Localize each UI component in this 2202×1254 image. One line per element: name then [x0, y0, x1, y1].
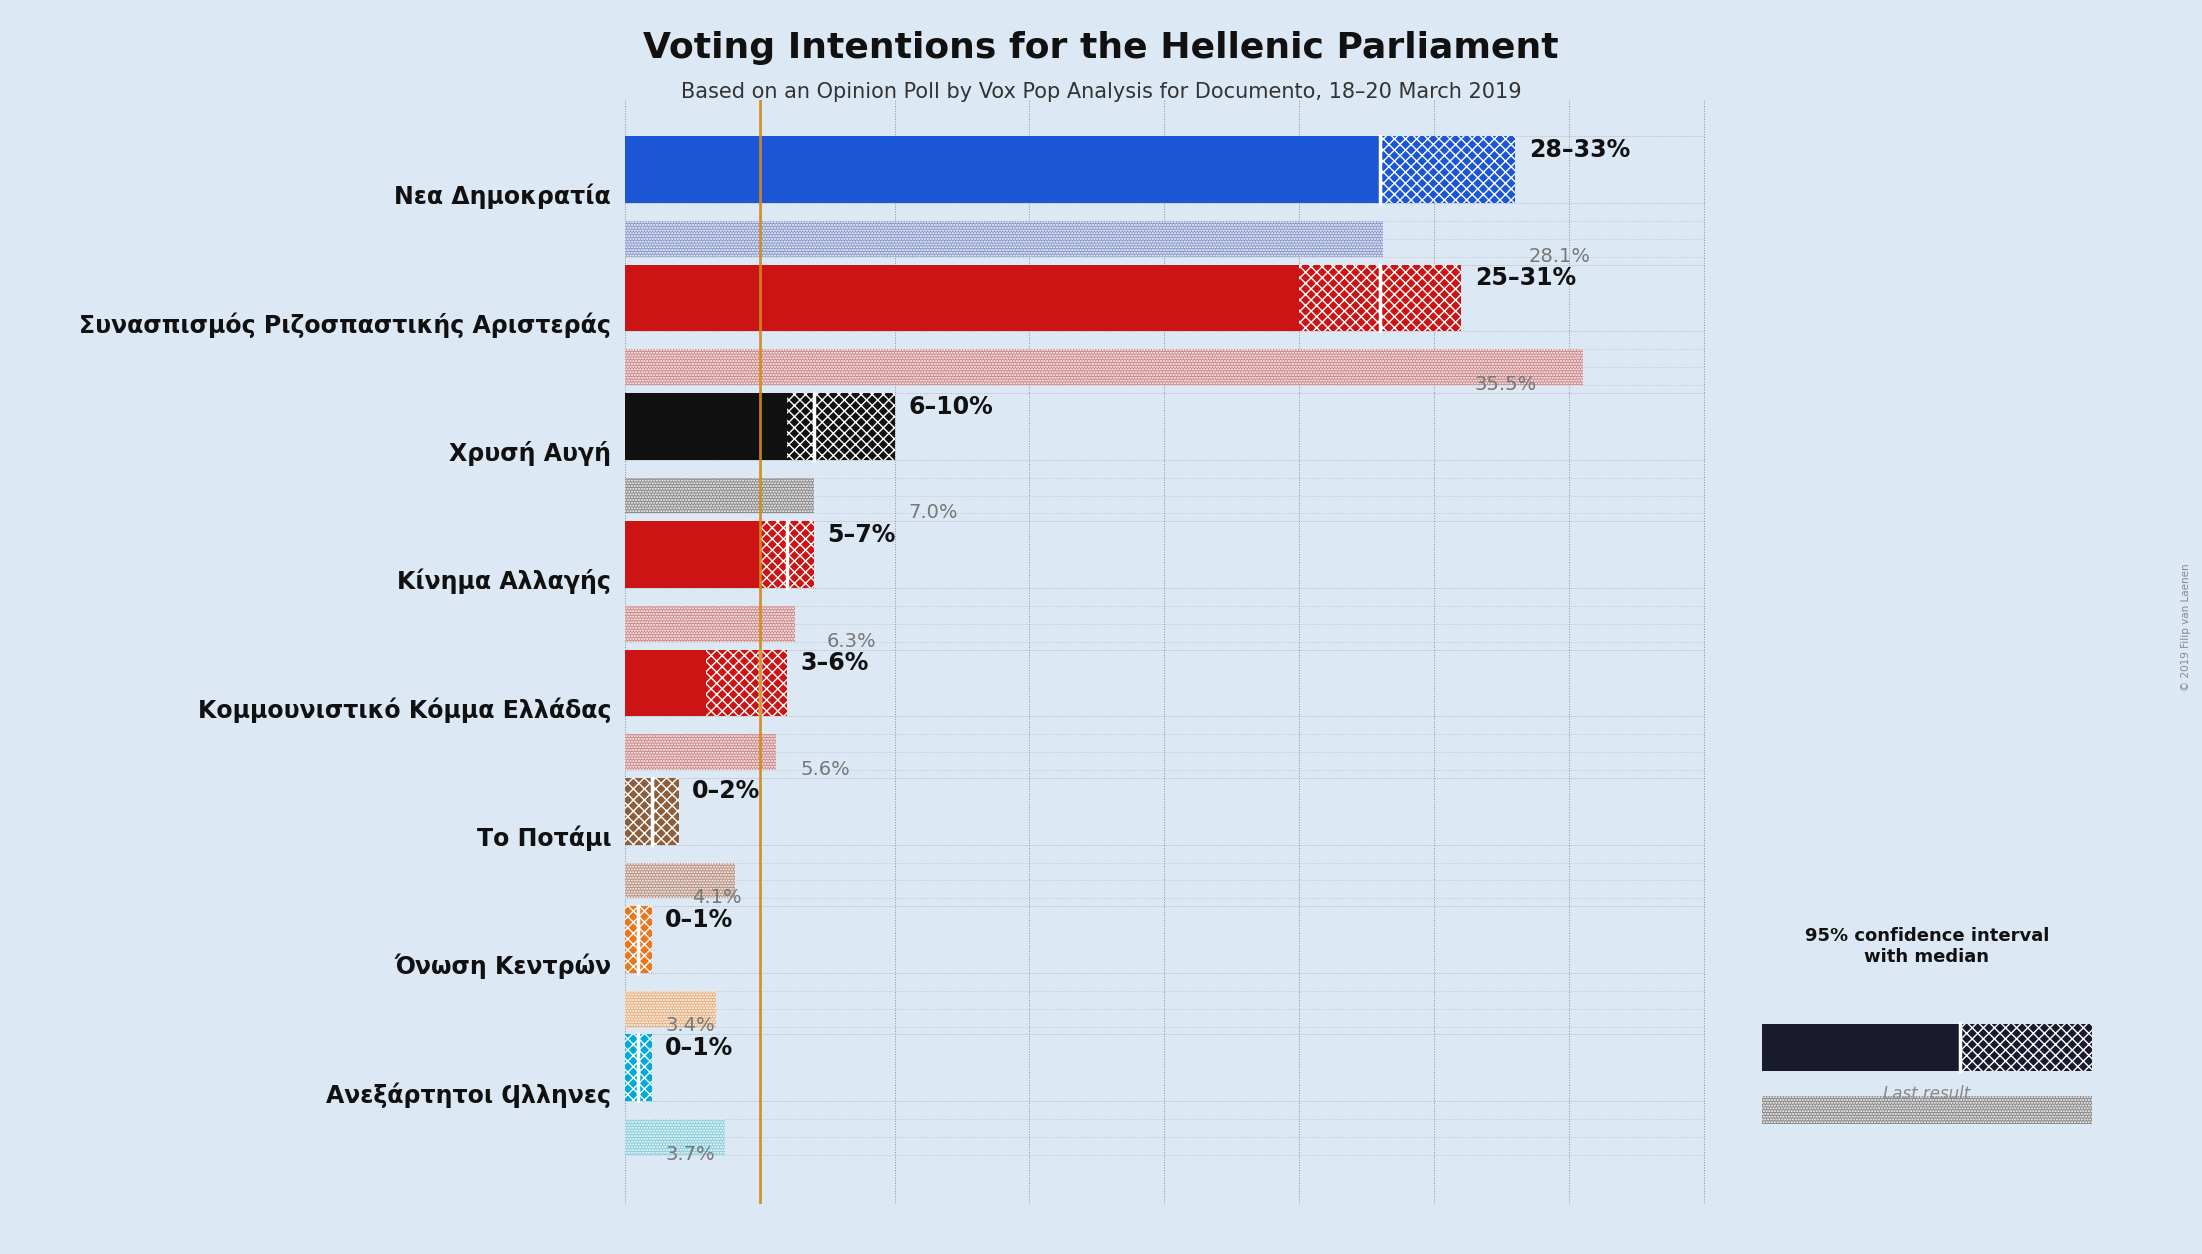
- Bar: [625, 478, 813, 513]
- Text: 28.1%: 28.1%: [1528, 247, 1590, 266]
- Text: 0–1%: 0–1%: [665, 908, 733, 932]
- Bar: [625, 863, 735, 898]
- Bar: [625, 522, 760, 588]
- Bar: [760, 522, 813, 588]
- Text: Το Ποτάμι: Το Ποτάμι: [476, 825, 612, 851]
- Bar: [625, 137, 1381, 203]
- Text: 28–33%: 28–33%: [1528, 138, 1629, 162]
- Bar: [1762, 1023, 1960, 1071]
- Text: 3–6%: 3–6%: [799, 651, 868, 675]
- Bar: [1762, 1096, 2092, 1124]
- Bar: [625, 1119, 724, 1155]
- Text: Last result: Last result: [1883, 1085, 1971, 1102]
- Text: Όνωση Κεντρών: Όνωση Κεντρών: [394, 954, 612, 979]
- Bar: [1960, 1023, 2092, 1071]
- Bar: [625, 1119, 724, 1155]
- Bar: [625, 393, 786, 460]
- Text: 5.6%: 5.6%: [799, 760, 850, 779]
- Text: 3.7%: 3.7%: [665, 1145, 716, 1164]
- Bar: [786, 393, 894, 460]
- Text: 25–31%: 25–31%: [1475, 266, 1577, 290]
- Bar: [625, 221, 1383, 257]
- Bar: [625, 734, 775, 770]
- Bar: [625, 734, 775, 770]
- Bar: [625, 991, 716, 1027]
- Text: Κομμουνιστικό Κόμμα Ελλάδας: Κομμουνιστικό Κόμμα Ελλάδας: [198, 697, 612, 722]
- Text: Συνασπισμός Ριζοσπαστικής Αριστεράς: Συνασπισμός Ριζοσπαστικής Αριστεράς: [79, 312, 612, 337]
- Text: 0–1%: 0–1%: [665, 1036, 733, 1060]
- Text: Χρυσή Αυγή: Χρυσή Αυγή: [449, 440, 612, 465]
- Bar: [625, 221, 1383, 257]
- Bar: [625, 606, 795, 642]
- Bar: [625, 265, 1299, 331]
- Text: 95% confidence interval
with median: 95% confidence interval with median: [1806, 927, 2048, 966]
- Bar: [1299, 265, 1462, 331]
- Text: 6.3%: 6.3%: [828, 632, 876, 651]
- Text: 0–2%: 0–2%: [691, 780, 760, 804]
- Bar: [625, 863, 735, 898]
- Bar: [625, 650, 705, 716]
- Bar: [625, 350, 1583, 385]
- Text: 6–10%: 6–10%: [907, 395, 993, 419]
- Text: Based on an Opinion Poll by Vox Pop Analysis for Documento, 18–20 March 2019: Based on an Opinion Poll by Vox Pop Anal…: [680, 82, 1522, 102]
- Bar: [625, 478, 813, 513]
- Bar: [625, 907, 652, 973]
- Text: Voting Intentions for the Hellenic Parliament: Voting Intentions for the Hellenic Parli…: [643, 31, 1559, 65]
- Bar: [1762, 1096, 2092, 1124]
- Text: 35.5%: 35.5%: [1475, 375, 1537, 394]
- Text: Ανεξάρτητοι Ϥλληνες: Ανεξάρτητοι Ϥλληνες: [326, 1082, 612, 1107]
- Text: © 2019 Filip van Laenen: © 2019 Filip van Laenen: [2180, 563, 2191, 691]
- Text: 4.1%: 4.1%: [691, 888, 742, 907]
- Text: 3.4%: 3.4%: [665, 1017, 716, 1036]
- Bar: [705, 650, 786, 716]
- Bar: [625, 606, 795, 642]
- Bar: [625, 1035, 652, 1101]
- Text: 7.0%: 7.0%: [907, 503, 958, 522]
- Text: Nεα Δημοκρατία: Nεα Δημοκρατία: [394, 184, 612, 209]
- Bar: [625, 777, 678, 844]
- Bar: [625, 991, 716, 1027]
- Bar: [1381, 137, 1515, 203]
- Text: Κίνημα Αλλαγής: Κίνημα Αλλαγής: [396, 569, 612, 594]
- Text: 5–7%: 5–7%: [828, 523, 896, 547]
- Bar: [625, 350, 1583, 385]
